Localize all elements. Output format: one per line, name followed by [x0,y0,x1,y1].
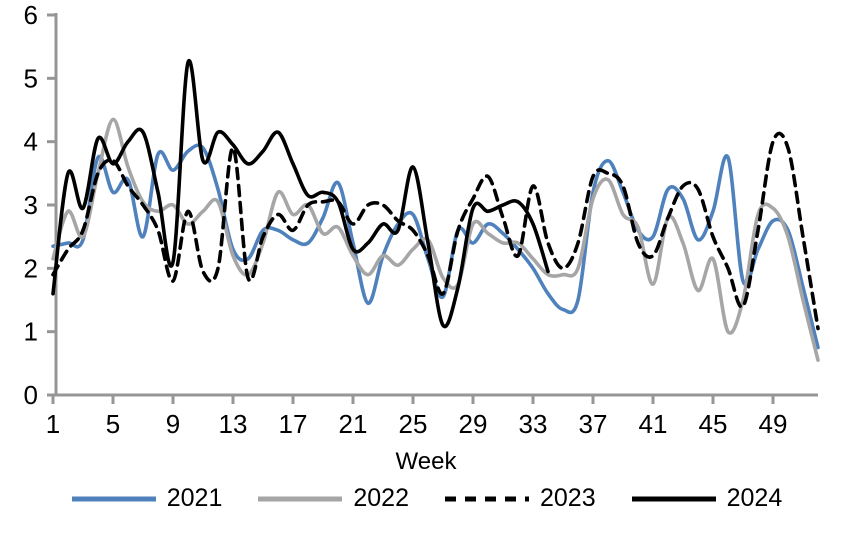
y-tick-label: 3 [24,190,38,220]
legend-item-2023: 2023 [443,484,596,513]
legend-label-2024: 2024 [726,484,783,512]
x-tick-label: 9 [166,409,180,439]
legend-item-2024: 2024 [630,484,783,513]
y-tick-label: 4 [24,127,38,157]
legend-label-2022: 2022 [353,484,409,512]
x-tick-label: 45 [699,409,728,439]
x-axis-title: Week [395,448,457,475]
legend-label-2021: 2021 [166,484,223,512]
x-tick-label: 37 [579,409,608,439]
x-tick-label: 13 [219,409,248,439]
y-tick-label: 5 [24,63,38,93]
y-tick-label: 0 [24,380,38,410]
series-line-2022 [51,117,820,362]
legend-line-sample-2021 [71,496,156,501]
y-tick-label: 1 [24,317,38,347]
series-line-2021 [51,143,820,350]
legend-item-2021: 2021 [70,484,223,513]
x-tick-label: 21 [339,409,368,439]
legend-line-sample-2024 [631,496,716,501]
y-tick-label: 2 [24,253,38,283]
x-tick-label: 25 [399,409,428,439]
legend: 2021 2022 2023 2024 [0,484,852,513]
x-tick-label: 1 [46,409,60,439]
x-tick-label: 41 [639,409,668,439]
x-tick-label: 49 [759,409,788,439]
x-tick-label: 5 [106,409,120,439]
x-tick-label: 29 [459,409,488,439]
legend-item-2022: 2022 [256,484,409,513]
legend-line-sample-2022 [258,496,343,501]
y-tick-label: 6 [24,0,38,30]
legend-line-sample-2023 [445,496,529,501]
x-tick-label: 17 [279,409,308,439]
x-tick-label: 33 [519,409,548,439]
legend-label-2023: 2023 [540,484,596,512]
series-line-2024 [51,58,550,329]
